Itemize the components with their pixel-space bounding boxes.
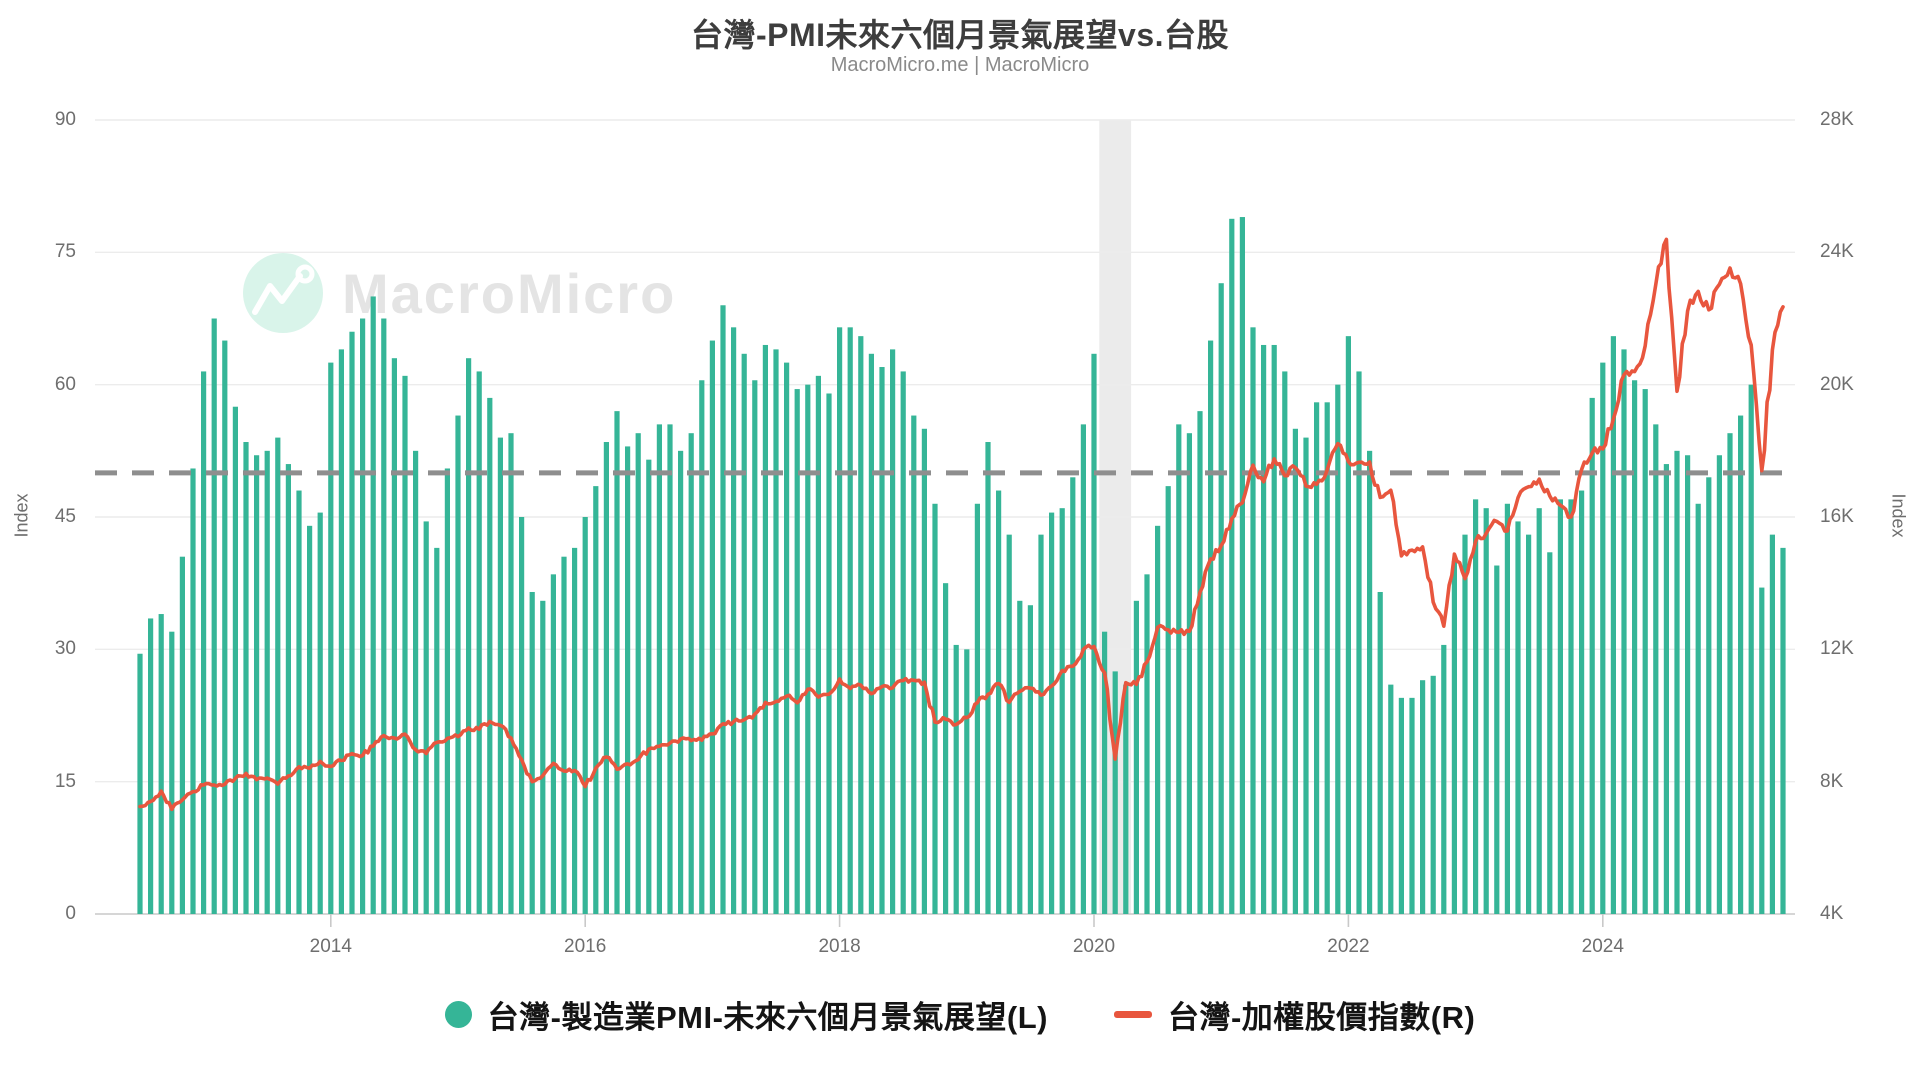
right-tick-4K: 4K [1820,903,1844,924]
pmi-series-marker-icon [444,1001,472,1028]
right-tick-24K: 24K [1820,241,1854,263]
right-tick-20K: 20K [1820,373,1854,395]
x-tick-2018: 2018 [818,936,861,957]
watermark-zigzag-icon [252,273,303,315]
x-tick-2020: 2020 [1072,936,1116,957]
left-tick-60: 60 [54,373,76,395]
right-tick-8K: 8K [1820,770,1844,792]
page-subtitle: MacroMicro.me | MacroMicro [830,54,1090,76]
right-tick-16K: 16K [1820,506,1854,527]
right-tick-12K: 12K [1820,638,1854,660]
x-tick-2016: 2016 [564,936,607,957]
pmi-series-label: 台灣-製造業PMI-未來六個月景氣展望(L) [487,1000,1048,1035]
right-axis-title: Index [1888,493,1909,538]
watermark-text: MacroMicro [342,262,676,325]
taiex-line-series [138,237,1785,812]
taiex-series-label: 台灣-加權股價指數(R) [1167,1000,1476,1035]
legend-item-pmi[interactable]: 台灣-製造業PMI-未來六個月景氣展望(L) [444,992,1048,1037]
pmi-bars-series [137,217,1786,915]
x-tick-2024: 2024 [1581,936,1624,957]
left-tick-75: 75 [54,241,76,263]
x-axis-tick-marks [329,914,1604,927]
left-tick-90: 90 [54,109,76,130]
macromicro-watermark-logo: MacroMicro [243,253,676,333]
legend: 台灣-製造業PMI-未來六個月景氣展望(L) 台灣-加權股價指數(R) [0,992,1920,1037]
left-tick-0: 0 [65,903,76,924]
taiex-series-marker-icon [1113,1011,1152,1018]
left-axis-title: Index [11,493,32,538]
right-tick-28K: 28K [1820,109,1854,130]
left-tick-30: 30 [54,638,76,660]
page-title: 台灣-PMI未來六個月景氣展望vs.台股 [690,17,1230,53]
x-tick-2022: 2022 [1327,936,1370,957]
left-tick-45: 45 [54,506,76,527]
x-tick-2014: 2014 [309,936,352,957]
watermark-dot-icon [295,264,315,284]
legend-item-taiex[interactable]: 台灣-加權股價指數(R) [1113,992,1476,1037]
left-tick-15: 15 [54,770,76,792]
